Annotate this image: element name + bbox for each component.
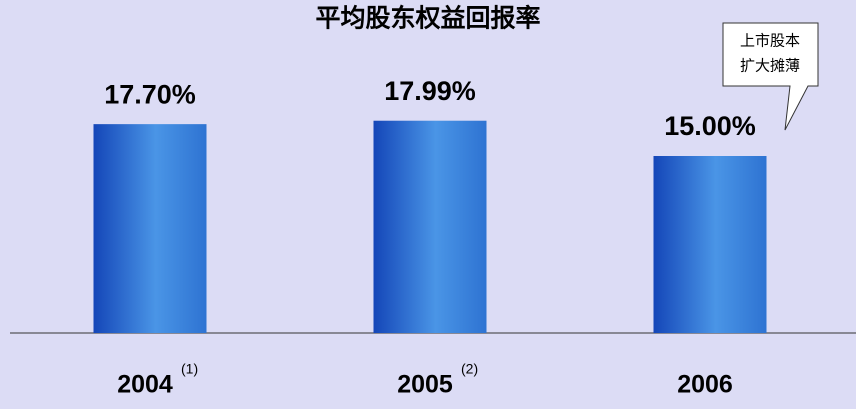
value-label: 15.00% xyxy=(664,111,756,141)
bar xyxy=(373,120,487,333)
chart-title: 平均股东权益回报率 xyxy=(315,4,540,33)
annotation: 上市股本 xyxy=(740,32,800,50)
x-tick-label: 2004 xyxy=(117,371,173,399)
bar xyxy=(93,124,207,333)
category-note: (2) xyxy=(461,361,478,377)
value-label: 17.70% xyxy=(104,79,196,109)
x-tick-label: 2006 xyxy=(677,371,733,399)
value-label: 17.99% xyxy=(384,76,476,106)
category-note: (1) xyxy=(181,361,198,377)
annotation: 扩大摊薄 xyxy=(740,57,800,75)
callout-box xyxy=(722,22,819,131)
bar xyxy=(653,156,767,333)
x-tick-label: 2005 xyxy=(397,371,453,399)
